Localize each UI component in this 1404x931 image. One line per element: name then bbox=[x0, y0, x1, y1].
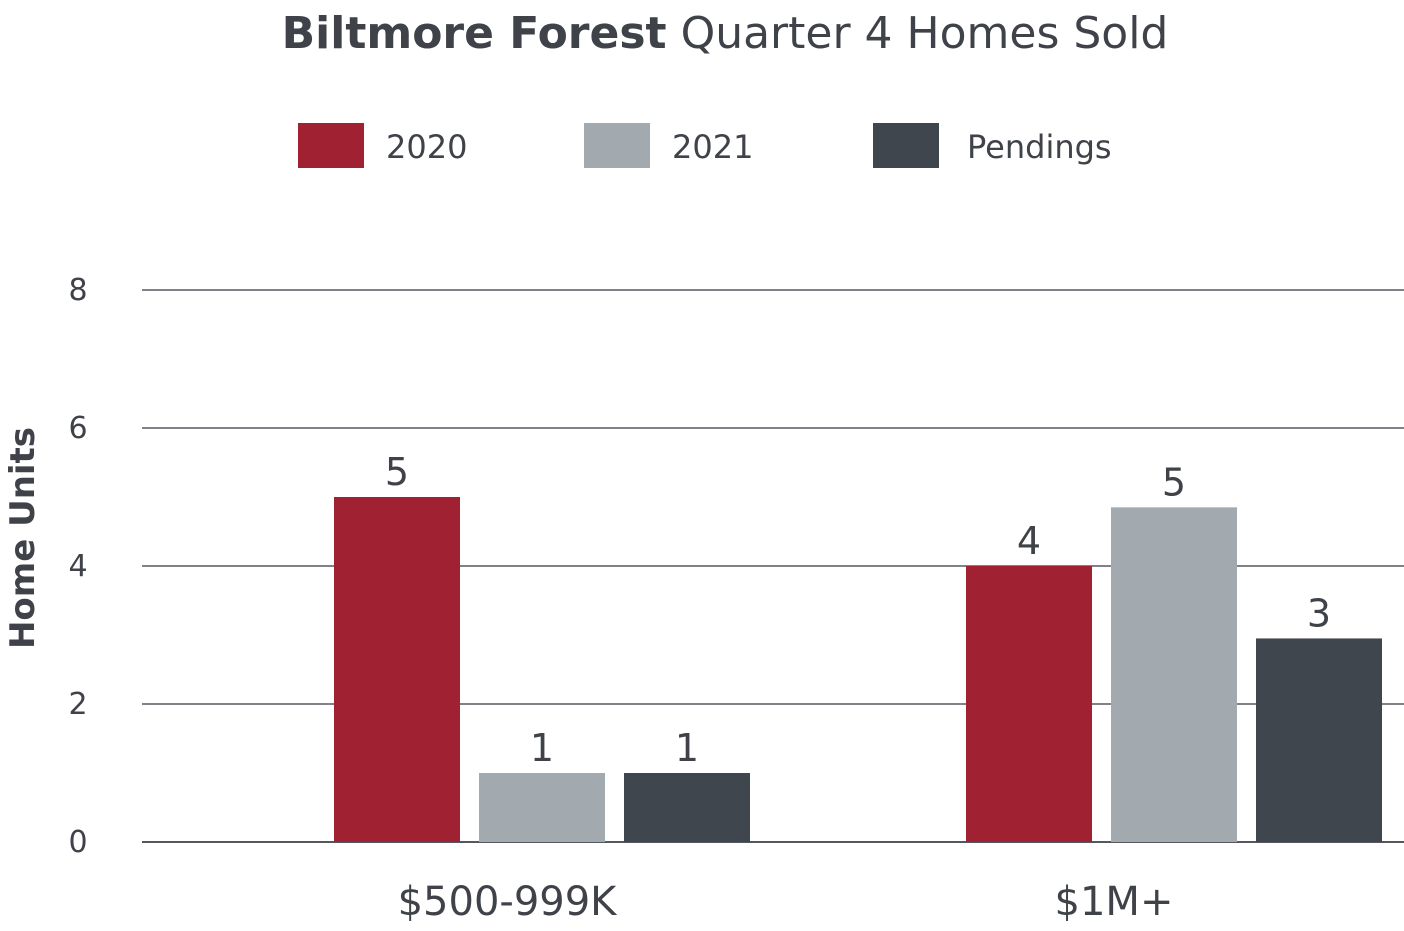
bar bbox=[1111, 507, 1237, 842]
bar bbox=[1256, 638, 1382, 842]
legend-label: 2020 bbox=[386, 128, 467, 166]
bar bbox=[966, 566, 1092, 842]
y-tick-label: 4 bbox=[68, 549, 87, 584]
bar bbox=[624, 773, 750, 842]
y-tick-label: 6 bbox=[68, 411, 87, 446]
chart-title: Biltmore Forest Quarter 4 Homes Sold bbox=[282, 8, 1169, 59]
legend-label: Pendings bbox=[967, 128, 1112, 166]
chart-title-rest: Quarter 4 Homes Sold bbox=[681, 8, 1169, 59]
legend-swatch bbox=[298, 123, 364, 168]
x-category-label: $500-999K bbox=[398, 879, 619, 925]
y-axis-ticks: 0 2 4 6 8 bbox=[68, 273, 87, 860]
legend-swatch bbox=[584, 123, 650, 168]
legend: 2020 2021 Pendings bbox=[298, 123, 1112, 168]
data-labels: 5 1 1 4 5 3 bbox=[385, 450, 1331, 770]
x-category-label: $1M+ bbox=[1055, 879, 1174, 925]
legend-swatch bbox=[873, 123, 939, 168]
data-label: 4 bbox=[1017, 519, 1041, 563]
bars bbox=[334, 497, 1382, 842]
data-label: 5 bbox=[1162, 460, 1186, 504]
y-tick-label: 2 bbox=[68, 687, 87, 722]
y-tick-label: 8 bbox=[68, 273, 87, 308]
chart-title-bold: Biltmore Forest bbox=[282, 8, 667, 59]
legend-label: 2021 bbox=[672, 128, 753, 166]
y-axis-label: Home Units bbox=[3, 427, 43, 649]
y-tick-label: 0 bbox=[68, 825, 87, 860]
bar bbox=[479, 773, 605, 842]
x-axis-categories: $500-999K $1M+ bbox=[398, 879, 1174, 925]
data-label: 1 bbox=[530, 726, 554, 770]
data-label: 1 bbox=[675, 726, 699, 770]
data-label: 5 bbox=[385, 450, 409, 494]
data-label: 3 bbox=[1307, 591, 1331, 635]
bar bbox=[334, 497, 460, 842]
